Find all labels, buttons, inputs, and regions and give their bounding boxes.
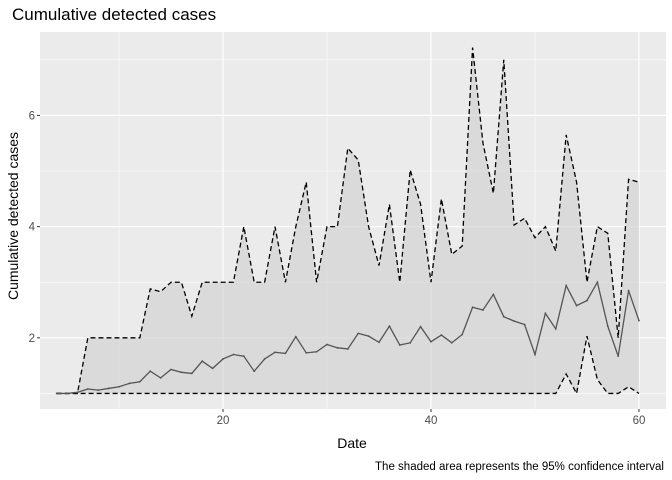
estimate-point <box>263 358 266 360</box>
x-axis-title: Date <box>337 435 367 451</box>
estimate-point <box>419 325 422 328</box>
estimate-point <box>159 376 162 379</box>
confidence-band <box>56 47 639 394</box>
estimate-point <box>336 346 339 349</box>
estimate-point <box>482 309 484 311</box>
y-tick-label: 4 <box>29 222 36 234</box>
estimate-point <box>211 367 214 370</box>
estimate-point <box>523 323 526 326</box>
x-tick-label: 20 <box>217 415 230 427</box>
estimate-point <box>409 341 412 344</box>
estimate-point <box>638 319 640 322</box>
chart-title: Cumulative detected cases <box>12 5 216 24</box>
estimate-point <box>118 385 120 388</box>
estimate-point <box>367 335 370 338</box>
estimate-point <box>586 299 588 302</box>
y-tick-label: 6 <box>29 110 35 122</box>
x-axis: 20 40 60 <box>217 409 646 427</box>
estimate-point <box>138 380 141 383</box>
estimate-point <box>430 340 432 343</box>
chart-caption: The shaded area represents the 95% confi… <box>375 461 664 473</box>
estimate-point <box>565 284 568 287</box>
estimate-point <box>232 353 235 356</box>
estimate-point <box>596 281 599 284</box>
y-axis-title: Cumulative detected cases <box>5 132 21 300</box>
estimate-point <box>627 289 630 292</box>
lower-bound-line <box>56 336 640 396</box>
estimate-point <box>575 304 578 307</box>
estimate-point <box>440 334 443 336</box>
estimate-point <box>554 328 557 330</box>
estimate-point <box>170 368 172 371</box>
estimate-point <box>606 325 609 328</box>
estimate-point <box>388 325 391 328</box>
estimate-point <box>66 392 68 395</box>
estimate-point <box>513 320 516 323</box>
x-tick-label: 40 <box>425 415 438 427</box>
estimate-point <box>86 388 89 390</box>
estimate-point <box>242 355 245 358</box>
estimate-point <box>76 391 79 394</box>
estimate-point <box>492 293 495 296</box>
estimate-points <box>55 281 640 395</box>
estimate-point <box>149 370 152 373</box>
estimate-point <box>502 315 505 318</box>
estimate-point <box>128 382 131 385</box>
estimate-point <box>378 341 380 344</box>
estimate-point <box>305 351 308 354</box>
estimate-point <box>180 371 183 374</box>
estimate-point <box>398 344 401 346</box>
y-axis: 2 4 6 <box>29 110 40 345</box>
estimate-point <box>617 355 620 358</box>
estimate-point <box>357 332 360 335</box>
estimate-point <box>190 372 193 375</box>
estimate-point <box>284 352 287 355</box>
estimate-point <box>222 358 224 360</box>
x-tick-label: 60 <box>633 415 646 427</box>
estimate-point <box>326 343 328 346</box>
estimate-point <box>274 351 276 354</box>
estimate-point <box>201 360 204 363</box>
estimate-point <box>534 353 536 356</box>
estimate-point <box>450 341 453 344</box>
estimate-point <box>107 387 110 390</box>
y-tick-label: 2 <box>29 333 35 345</box>
estimate-point <box>471 306 474 309</box>
estimate-point <box>55 392 58 395</box>
estimate-point <box>97 389 100 391</box>
estimate-point <box>253 370 256 373</box>
estimate-point <box>544 312 547 315</box>
estimate-point <box>461 333 464 336</box>
estimate-point <box>346 348 349 350</box>
estimate-point <box>315 350 318 353</box>
estimate-point <box>294 335 297 338</box>
